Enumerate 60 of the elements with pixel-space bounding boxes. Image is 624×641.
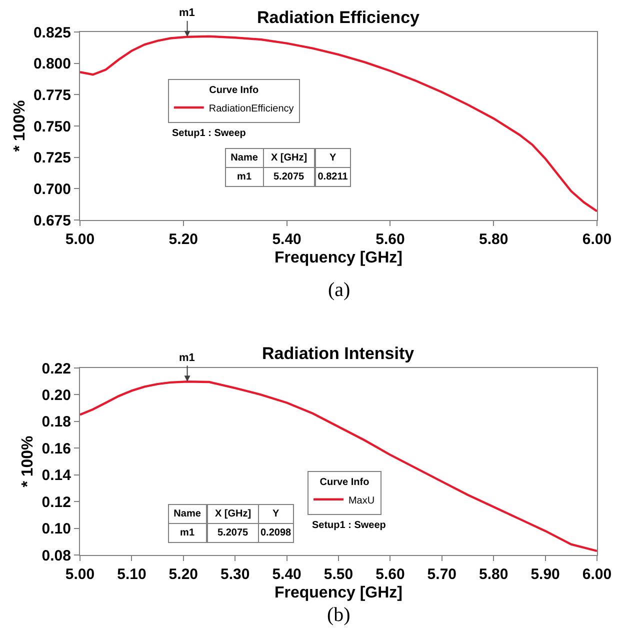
y-tick-label: 0.725 — [33, 150, 71, 167]
annotation: 0.8211 — [318, 172, 348, 182]
x-tick-label: 5.40 — [272, 566, 302, 583]
x-tick-label: 5.00 — [65, 231, 95, 248]
y-tick-label: 0.14 — [42, 467, 72, 484]
y-axis-title: * 100% — [20, 436, 37, 488]
x-tick-label: 5.40 — [272, 231, 302, 248]
y-tick-label: 0.750 — [33, 118, 71, 136]
y-tick-label: 0.675 — [33, 212, 71, 230]
annotation: Y — [272, 508, 280, 520]
y-tick-label: 0.20 — [42, 386, 71, 404]
legend-title: Curve Info — [320, 476, 370, 488]
annotation: m1 — [179, 352, 195, 364]
annotation: X [GHz] — [270, 152, 308, 164]
x-tick-label: 5.00 — [65, 566, 95, 583]
y-tick-label: 0.800 — [33, 56, 71, 73]
chart-title: Radiation Intensity — [262, 344, 415, 363]
y-axis-title: * 100% — [11, 100, 28, 152]
annotation: 0.2098 — [260, 528, 292, 538]
y-tick-label: 0.18 — [42, 414, 71, 431]
annotation: 5.2075 — [273, 172, 305, 182]
annotation: Name — [230, 152, 258, 164]
legend-label: MaxU — [348, 495, 375, 506]
y-tick-label: 0.700 — [33, 180, 71, 198]
annotation: Setup1 : Sweep — [172, 128, 246, 139]
y-tick-label: 0.12 — [42, 494, 71, 511]
x-tick-label: 5.70 — [427, 566, 456, 583]
annotation: Y — [330, 152, 336, 164]
x-tick-label: 5.50 — [324, 566, 354, 583]
annotation: m1 — [237, 172, 252, 182]
y-tick-label: 0.16 — [42, 440, 71, 458]
annotation: X [GHz] — [214, 508, 252, 520]
x-tick-label: 5.60 — [376, 566, 405, 583]
x-tick-label: 6.00 — [582, 231, 612, 248]
x-tick-label: 5.80 — [479, 566, 508, 583]
x-tick-label: 5.60 — [376, 231, 405, 248]
legend-title: Curve Info — [209, 85, 259, 96]
y-tick-label: 0.775 — [33, 86, 71, 104]
text: (a) — [328, 279, 350, 301]
legend-label: RadiationEfficiency — [208, 103, 294, 114]
x-tick-label: 5.10 — [117, 566, 146, 583]
chart-title: Radiation Efficiency — [257, 8, 420, 27]
x-tick-label: 5.20 — [168, 566, 198, 583]
x-tick-label: 5.90 — [530, 566, 560, 583]
annotation: m1 — [180, 528, 195, 538]
annotation: Setup1 : Sweep — [312, 520, 386, 531]
y-tick-label: 0.10 — [42, 520, 71, 538]
annotation: m1 — [179, 7, 195, 19]
y-tick-label: 0.825 — [33, 24, 71, 42]
x-tick-label: 5.20 — [168, 231, 198, 248]
annotation: Name — [174, 508, 202, 520]
x-axis-title: Frequency [GHz] — [274, 584, 403, 602]
annotation: 5.2075 — [217, 528, 249, 538]
x-tick-label: 5.30 — [220, 566, 250, 583]
y-tick-label: 0.22 — [42, 360, 71, 378]
x-axis-title: Frequency [GHz] — [274, 250, 403, 267]
text: (b) — [327, 604, 350, 626]
x-tick-label: 5.80 — [479, 231, 508, 248]
y-tick-label: 0.08 — [42, 547, 71, 564]
x-tick-label: 6.00 — [582, 566, 612, 583]
